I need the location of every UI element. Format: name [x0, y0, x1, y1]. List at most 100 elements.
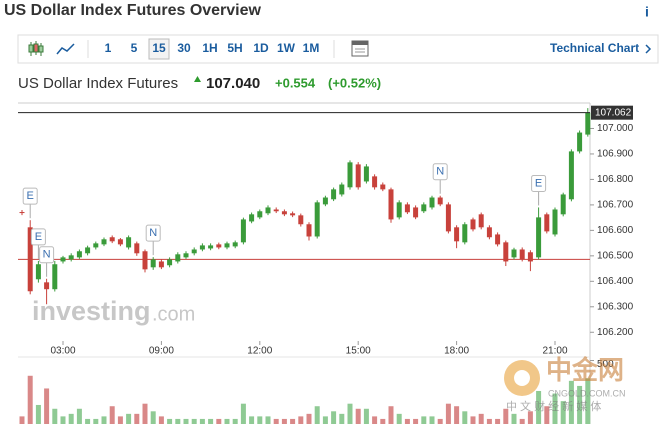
candle-body: [445, 204, 451, 232]
volume-bar: [404, 418, 410, 424]
candle-body: [536, 217, 542, 258]
candle-body: [117, 239, 123, 245]
event-marker[interactable]: [145, 224, 161, 242]
volume-bar: [478, 413, 484, 424]
candle-body: [404, 204, 410, 213]
volume-bar: [290, 418, 296, 424]
plot: 106.200 106.300 106.400 106.500 106.600 106.7…: [18, 105, 634, 424]
volume-bar: [68, 413, 74, 424]
widget-title: US Dollar Index Futures Overview: [4, 2, 262, 19]
candle-body: [388, 189, 394, 220]
volume-bar: [585, 378, 591, 424]
event-label: N: [436, 166, 444, 178]
volume-bar: [101, 416, 107, 424]
volume-bar: [44, 388, 50, 424]
candle-icon[interactable]: [28, 41, 44, 56]
volume-bar: [281, 418, 287, 424]
last-price-box: [591, 105, 633, 120]
timeframe-button[interactable]: 30: [177, 41, 191, 55]
candle-body: [85, 247, 91, 254]
volume-bar: [363, 408, 369, 424]
volume-bar: [134, 413, 140, 424]
calendar-icon[interactable]: [351, 40, 369, 57]
last-price-label: 107.062: [595, 107, 632, 118]
candle-body: [355, 164, 361, 188]
event-marker[interactable]: [39, 246, 55, 264]
chevron[interactable]: [645, 44, 652, 54]
watermark-suffix: .com: [152, 303, 195, 325]
volume-bar: [150, 411, 156, 424]
volume-bar: [76, 408, 82, 424]
candle-body: [322, 197, 328, 205]
info-icon[interactable]: i: [645, 4, 649, 20]
candle-body: [560, 194, 566, 215]
candle-body: [503, 242, 509, 262]
technical-chart-link[interactable]: Technical Chart: [550, 41, 639, 55]
timeframe-button[interactable]: 15: [152, 41, 166, 55]
volume-tick-label: 500: [597, 359, 614, 370]
timeframe-button[interactable]: 1W: [277, 41, 296, 55]
volume-bar: [396, 413, 402, 424]
timeframe-button[interactable]: 1D: [253, 41, 269, 55]
event-marker[interactable]: [30, 228, 46, 246]
timeframe-button[interactable]: 5H: [227, 41, 242, 55]
candle-body: [314, 202, 320, 237]
timeframe-button[interactable]: 1M: [303, 41, 320, 55]
x-tick-label: 18:00: [444, 346, 469, 357]
toolbar: [17, 34, 659, 64]
candle-body: [224, 243, 230, 248]
event-marker[interactable]: [22, 187, 38, 205]
candle-body: [577, 132, 583, 152]
candle-body: [306, 224, 312, 237]
candle-body: [167, 259, 173, 266]
timeframe-button[interactable]: 1: [105, 41, 112, 55]
up-arrow: [194, 76, 201, 82]
volume-bar: [380, 418, 386, 424]
y-tick-label: 106.400: [597, 276, 634, 287]
x-tick-label: 21:00: [542, 346, 567, 357]
volume-bar: [85, 418, 91, 424]
volume-bar: [35, 404, 41, 424]
investing-watermark: investing .com: [32, 296, 195, 326]
volume-bar: [519, 418, 525, 424]
candle-body: [290, 213, 296, 216]
y-tick-label: 106.700: [597, 200, 634, 211]
y-tick-label: 107.000: [597, 123, 634, 134]
watermark-slogan: 中 文 财 经 新 媒 体: [506, 399, 601, 413]
timeframe-button[interactable]: 1H: [202, 41, 217, 55]
candle-body: [208, 245, 214, 249]
price: 107.040: [206, 75, 260, 92]
candle-body: [134, 243, 140, 254]
volume-bar: [495, 418, 501, 424]
candle-body: [347, 162, 353, 188]
y-tick-label: 106.200: [597, 327, 634, 338]
timeframe-button[interactable]: 5: [131, 41, 138, 55]
watermark-brand: investing: [32, 296, 151, 326]
candle-body: [462, 224, 468, 243]
event-marker[interactable]: [531, 174, 547, 192]
candle-body: [331, 189, 337, 200]
volume-bar: [109, 406, 115, 424]
volume-bar: [437, 418, 443, 424]
line-icon[interactable]: [56, 43, 75, 55]
candle-body: [470, 219, 476, 230]
candle-body: [437, 197, 443, 205]
volume-bar: [306, 413, 312, 424]
volume-bar: [265, 416, 271, 424]
volume-bar: [372, 416, 378, 424]
volume-bar: [577, 385, 583, 424]
candle-body: [273, 209, 279, 212]
cngold-watermark: 中金网 CNGOLD.COM.CN 中 文 财 经 新 媒 体: [504, 355, 626, 413]
volume-bar: [257, 416, 263, 424]
volume-bar: [503, 408, 509, 424]
volume-bar: [536, 391, 542, 424]
event-marker[interactable]: [432, 163, 448, 181]
volume-bar: [298, 416, 304, 424]
volume-bar: [421, 416, 427, 424]
volume-bar: [183, 418, 189, 424]
candle-body: [372, 176, 378, 188]
event-label: E: [535, 177, 542, 189]
candle-body: [544, 214, 550, 232]
x-tick-label: 09:00: [149, 346, 174, 357]
